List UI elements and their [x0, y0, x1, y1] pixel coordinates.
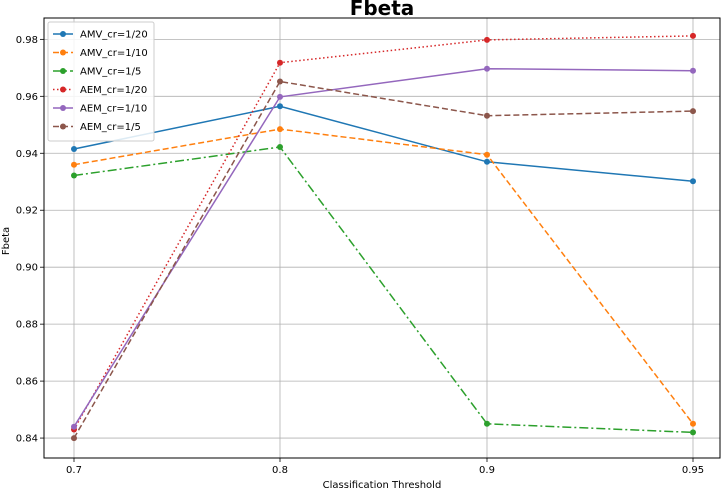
data-point	[484, 420, 490, 427]
legend-label: AMV_cr=1/20	[80, 30, 148, 41]
x-tick-label: 0.8	[272, 465, 288, 476]
data-point	[71, 435, 77, 442]
legend-swatch-marker	[60, 105, 66, 111]
series-line	[73, 105, 694, 182]
data-point	[690, 67, 696, 74]
legend: AMV_cr=1/20 AMV_cr=1/10 AMV_cr=1/5 AEM_cr=1…	[47, 21, 155, 142]
data-point	[484, 158, 490, 165]
y-tick-label: 0.94	[16, 149, 38, 160]
legend-swatch-marker	[60, 49, 66, 56]
legend-swatch-marker	[60, 31, 66, 37]
y-tick-label: 0.88	[16, 320, 38, 331]
x-tick-label: 0.9	[479, 465, 495, 476]
series-line	[73, 67, 694, 428]
legend-label: AEM_cr=1/10	[80, 104, 147, 115]
y-tick-label: 0.96	[16, 92, 38, 103]
data-point	[484, 65, 490, 72]
chart-title: Fbeta	[350, 0, 415, 20]
data-point	[277, 103, 283, 110]
grid	[44, 18, 720, 458]
x-axis-label: Classification Threshold	[323, 480, 442, 489]
legend-label: AEM_cr=1/20	[80, 85, 147, 96]
data-point	[71, 423, 77, 430]
x-tick-label: 0.7	[66, 465, 82, 476]
data-point	[277, 126, 283, 133]
y-tick-label: 0.84	[16, 434, 38, 445]
legend-swatch-marker	[60, 123, 66, 130]
data-point	[484, 112, 490, 119]
y-tick-label: 0.92	[16, 206, 38, 217]
data-point	[277, 78, 283, 85]
legend-swatch-marker	[60, 68, 66, 74]
series-line	[73, 80, 694, 439]
data-point	[71, 146, 77, 152]
data-point	[484, 36, 490, 43]
x-tick-label: 0.95	[682, 465, 704, 476]
legend-label: AMV_cr=1/10	[80, 48, 148, 59]
series-lines	[71, 32, 696, 442]
data-point	[690, 429, 696, 436]
y-tick-label: 0.90	[16, 263, 38, 274]
y-axis-label: Fbeta	[1, 227, 12, 255]
data-point	[71, 172, 77, 179]
data-point	[484, 151, 490, 158]
legend-swatch-marker	[60, 86, 66, 93]
data-point	[690, 32, 696, 39]
legend-label: AMV_cr=1/5	[80, 67, 141, 78]
data-point	[690, 178, 696, 185]
axis-ticks: 0.7 0.8 0.9 0.95 0.84 0.86 0.88 0.90 0.92 0.94 0.9…	[16, 35, 704, 476]
data-point	[71, 161, 77, 168]
plot-area-frame	[43, 17, 721, 459]
legend-label: AEM_cr=1/5	[80, 122, 141, 133]
y-tick-label: 0.98	[16, 35, 38, 46]
series-line	[73, 128, 694, 425]
series-line	[73, 35, 694, 430]
data-point	[277, 93, 283, 100]
data-point	[277, 59, 283, 66]
data-point	[690, 420, 696, 427]
data-point	[690, 108, 696, 115]
series-line	[73, 146, 694, 434]
data-point	[277, 144, 283, 150]
y-tick-label: 0.86	[16, 377, 38, 388]
legend-box	[47, 21, 155, 142]
